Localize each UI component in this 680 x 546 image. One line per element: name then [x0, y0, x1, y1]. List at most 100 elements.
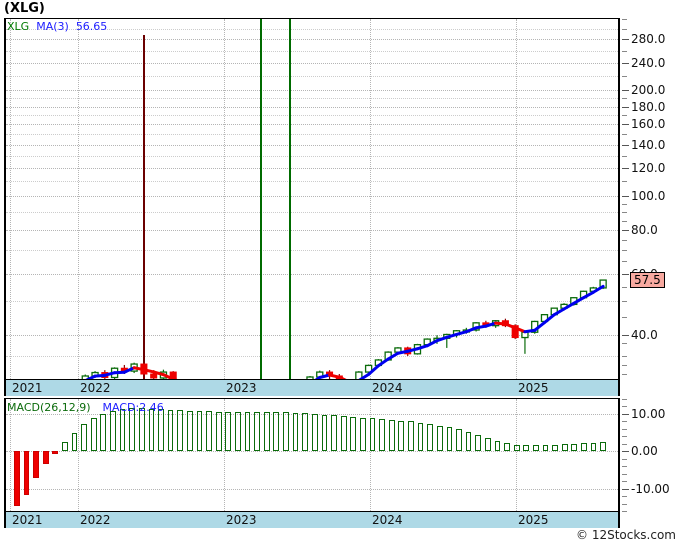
price-gridline-minor	[6, 355, 618, 357]
price-y-tick	[622, 106, 629, 108]
macd-histogram-bar	[215, 411, 222, 452]
macd-histogram-bar	[456, 428, 462, 452]
macd-y-tick-minor	[622, 443, 627, 445]
macd-histogram-bar	[302, 413, 309, 452]
macd-y-tick-minor	[622, 473, 627, 475]
price-gridline-minor	[6, 75, 618, 77]
macd-histogram-bar	[359, 417, 366, 452]
macd-histogram-bar	[42, 451, 49, 464]
macd-histogram-bar	[167, 410, 174, 452]
price-gridline	[6, 168, 618, 170]
signal-line-sell	[142, 35, 145, 379]
price-y-label: 40.0	[631, 328, 658, 343]
macd-histogram-bar	[235, 411, 241, 452]
price-y-label: 180.0	[631, 99, 666, 114]
macd-y-tick-minor	[622, 428, 627, 430]
macd-year-gridline	[370, 399, 371, 511]
price-y-label: 240.0	[631, 55, 666, 70]
price-year-gridline	[10, 19, 11, 379]
macd-histogram-bar	[206, 411, 212, 452]
price-y-label: 120.0	[631, 161, 666, 176]
price-chart-panel[interactable]	[4, 18, 620, 380]
price-plot-area	[6, 19, 618, 379]
macd-histogram-bar	[110, 410, 116, 452]
macd-histogram-bar	[61, 442, 68, 452]
price-y-tick	[622, 335, 629, 337]
current-price-marker: 57.5	[630, 272, 665, 289]
price-y-axis: 280.0 240.0 200.0 180.0 160.0 140.0 120.0 100.0…	[622, 18, 680, 380]
price-gridline	[6, 335, 618, 337]
price-year-gridline	[370, 19, 371, 379]
macd-histogram-bar	[465, 431, 472, 452]
price-legend: XLG MA(3) 56.65	[7, 20, 107, 33]
macd-histogram-bar	[177, 410, 184, 452]
price-y-tick-minor	[622, 286, 627, 288]
macd-histogram-bar	[388, 419, 395, 452]
macd-year-gridline	[10, 399, 11, 511]
price-y-tick-minor	[622, 28, 627, 30]
macd-y-tick-minor	[622, 511, 627, 512]
price-y-tick-minor	[622, 250, 627, 252]
macd-y-axis: 10.00 0.00 -10.00	[622, 398, 680, 512]
macd-y-tick-minor	[622, 406, 627, 408]
price-y-tick-minor	[622, 115, 627, 117]
price-y-tick	[622, 144, 629, 146]
macd-chart-panel[interactable]	[4, 398, 620, 512]
macd-histogram-bar	[23, 451, 30, 496]
macd-x-label: 2021	[12, 513, 43, 527]
macd-histogram-bar	[369, 418, 376, 452]
macd-gridline	[6, 451, 618, 453]
macd-y-tick	[622, 451, 629, 453]
macd-y-tick-minor	[622, 458, 627, 460]
macd-histogram-bar	[196, 410, 203, 452]
legend-symbol: XLG	[7, 20, 30, 33]
macd-histogram-bar	[33, 451, 39, 479]
macd-histogram-bar	[244, 411, 251, 452]
macd-histogram-bar	[254, 412, 260, 452]
macd-histogram-bar	[350, 416, 357, 452]
price-y-label: 280.0	[631, 32, 666, 47]
price-y-tick-minor	[622, 374, 627, 375]
price-y-tick	[622, 39, 629, 41]
macd-y-tick-minor	[622, 466, 627, 468]
price-gridline-minor	[6, 28, 618, 30]
price-y-tick-minor	[622, 98, 627, 100]
price-gridline	[6, 144, 618, 146]
macd-histogram-bar	[523, 445, 530, 452]
macd-histogram-bar	[398, 420, 405, 452]
macd-x-label: 2023	[226, 513, 257, 527]
macd-histogram-bar	[52, 451, 59, 454]
copyright-footer: © 12Stocks.com	[576, 528, 676, 542]
macd-histogram-bar	[446, 427, 453, 452]
price-gridline	[6, 39, 618, 41]
macd-histogram-bar	[321, 414, 328, 452]
macd-histogram-bar	[186, 410, 193, 452]
price-y-tick	[622, 90, 629, 92]
price-gridline	[6, 273, 618, 275]
macd-legend: MACD(26,12,9) MACD:2.46	[7, 401, 164, 414]
macd-histogram-bar	[590, 442, 597, 452]
macd-y-tick-minor	[622, 436, 627, 438]
price-x-label: 2023	[226, 381, 257, 395]
macd-histogram-bar	[408, 421, 414, 452]
macd-histogram-bar	[283, 412, 289, 452]
macd-histogram-bar	[292, 412, 299, 452]
macd-y-label: 10.00	[631, 406, 666, 421]
macd-histogram-bar	[475, 434, 482, 452]
macd-histogram-bar	[417, 422, 424, 452]
price-y-tick-minor	[622, 134, 627, 136]
macd-histogram-bar	[90, 418, 97, 452]
candlestick-series	[81, 279, 607, 379]
macd-histogram-bar	[81, 424, 87, 452]
price-gridline	[6, 90, 618, 92]
price-x-label: 2025	[518, 381, 549, 395]
price-gridline-minor	[6, 115, 618, 117]
macd-histogram-bar	[158, 409, 164, 452]
macd-histogram-bar	[138, 408, 145, 452]
macd-legend-label: MACD(26,12,9)	[7, 401, 91, 414]
macd-histogram-bar	[148, 409, 155, 452]
price-y-label: 100.0	[631, 188, 666, 203]
macd-plot-area	[6, 399, 618, 511]
price-gridline	[6, 229, 618, 231]
price-gridline	[6, 62, 618, 64]
